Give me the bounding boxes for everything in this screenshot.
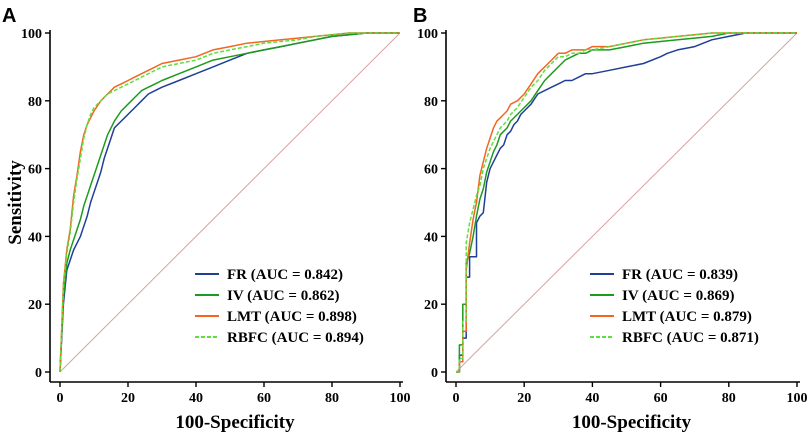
legend-label-fr: FR (AUC = 0.839) bbox=[622, 267, 738, 283]
x-tick-label: 0 bbox=[453, 391, 460, 406]
panel-letter: A bbox=[2, 5, 16, 27]
reference-diagonal bbox=[59, 32, 401, 373]
x-axis-title: 100-Specificity bbox=[572, 412, 692, 433]
y-tick-label: 40 bbox=[28, 230, 42, 245]
series-line-lmt bbox=[59, 32, 400, 373]
y-tick-label: 60 bbox=[424, 163, 438, 178]
x-tick-label: 40 bbox=[189, 391, 203, 406]
x-tick-label: 20 bbox=[517, 391, 531, 406]
y-tick-label: 0 bbox=[35, 366, 42, 381]
series-line-rbfc bbox=[59, 32, 400, 373]
series-line-iv bbox=[456, 32, 797, 373]
series-line-fr bbox=[456, 32, 797, 373]
x-tick-label: 100 bbox=[787, 391, 808, 406]
y-tick-label: 80 bbox=[28, 95, 42, 110]
legend-label-iv: IV (AUC = 0.869) bbox=[622, 288, 734, 304]
legend-label-iv: IV (AUC = 0.862) bbox=[227, 288, 339, 304]
legend-label-rbfc: RBFC (AUC = 0.871) bbox=[622, 330, 759, 346]
y-tick-label: 100 bbox=[21, 27, 42, 42]
panel-letter: B bbox=[413, 5, 427, 27]
y-axis-title: Sensitivity bbox=[5, 160, 26, 245]
legend-label-fr: FR (AUC = 0.842) bbox=[227, 267, 343, 283]
y-tick-label: 0 bbox=[431, 366, 438, 381]
x-tick-label: 40 bbox=[585, 391, 599, 406]
y-tick-label: 60 bbox=[28, 163, 42, 178]
panel-a: A 0 20 40 60 80 100 0 20 40 60 80 100 100-Specificity… bbox=[2, 5, 411, 433]
y-tick-label: 80 bbox=[424, 95, 438, 110]
reference-diagonal bbox=[455, 32, 798, 373]
x-axis-title: 100-Specificity bbox=[175, 412, 295, 433]
legend-label-lmt: LMT (AUC = 0.879) bbox=[622, 309, 752, 325]
x-tick-label: 100 bbox=[390, 391, 411, 406]
legend-label-rbfc: RBFC (AUC = 0.894) bbox=[227, 330, 364, 346]
x-tick-label: 80 bbox=[722, 391, 736, 406]
x-tick-label: 20 bbox=[121, 391, 135, 406]
y-tick-label: 40 bbox=[424, 230, 438, 245]
y-tick-label: 20 bbox=[28, 298, 42, 313]
x-tick-label: 60 bbox=[654, 391, 668, 406]
panel-b: B 0 20 40 60 80 100 0 20 40 60 80 100 100-Specificity… bbox=[413, 5, 808, 433]
x-tick-label: 0 bbox=[57, 391, 64, 406]
series-line-rbfc bbox=[456, 32, 797, 373]
y-tick-label: 100 bbox=[417, 27, 438, 42]
y-tick-label: 20 bbox=[424, 298, 438, 313]
series-line-iv bbox=[59, 32, 400, 373]
x-tick-label: 80 bbox=[325, 391, 339, 406]
legend-label-lmt: LMT (AUC = 0.898) bbox=[227, 309, 357, 325]
x-tick-label: 60 bbox=[257, 391, 271, 406]
